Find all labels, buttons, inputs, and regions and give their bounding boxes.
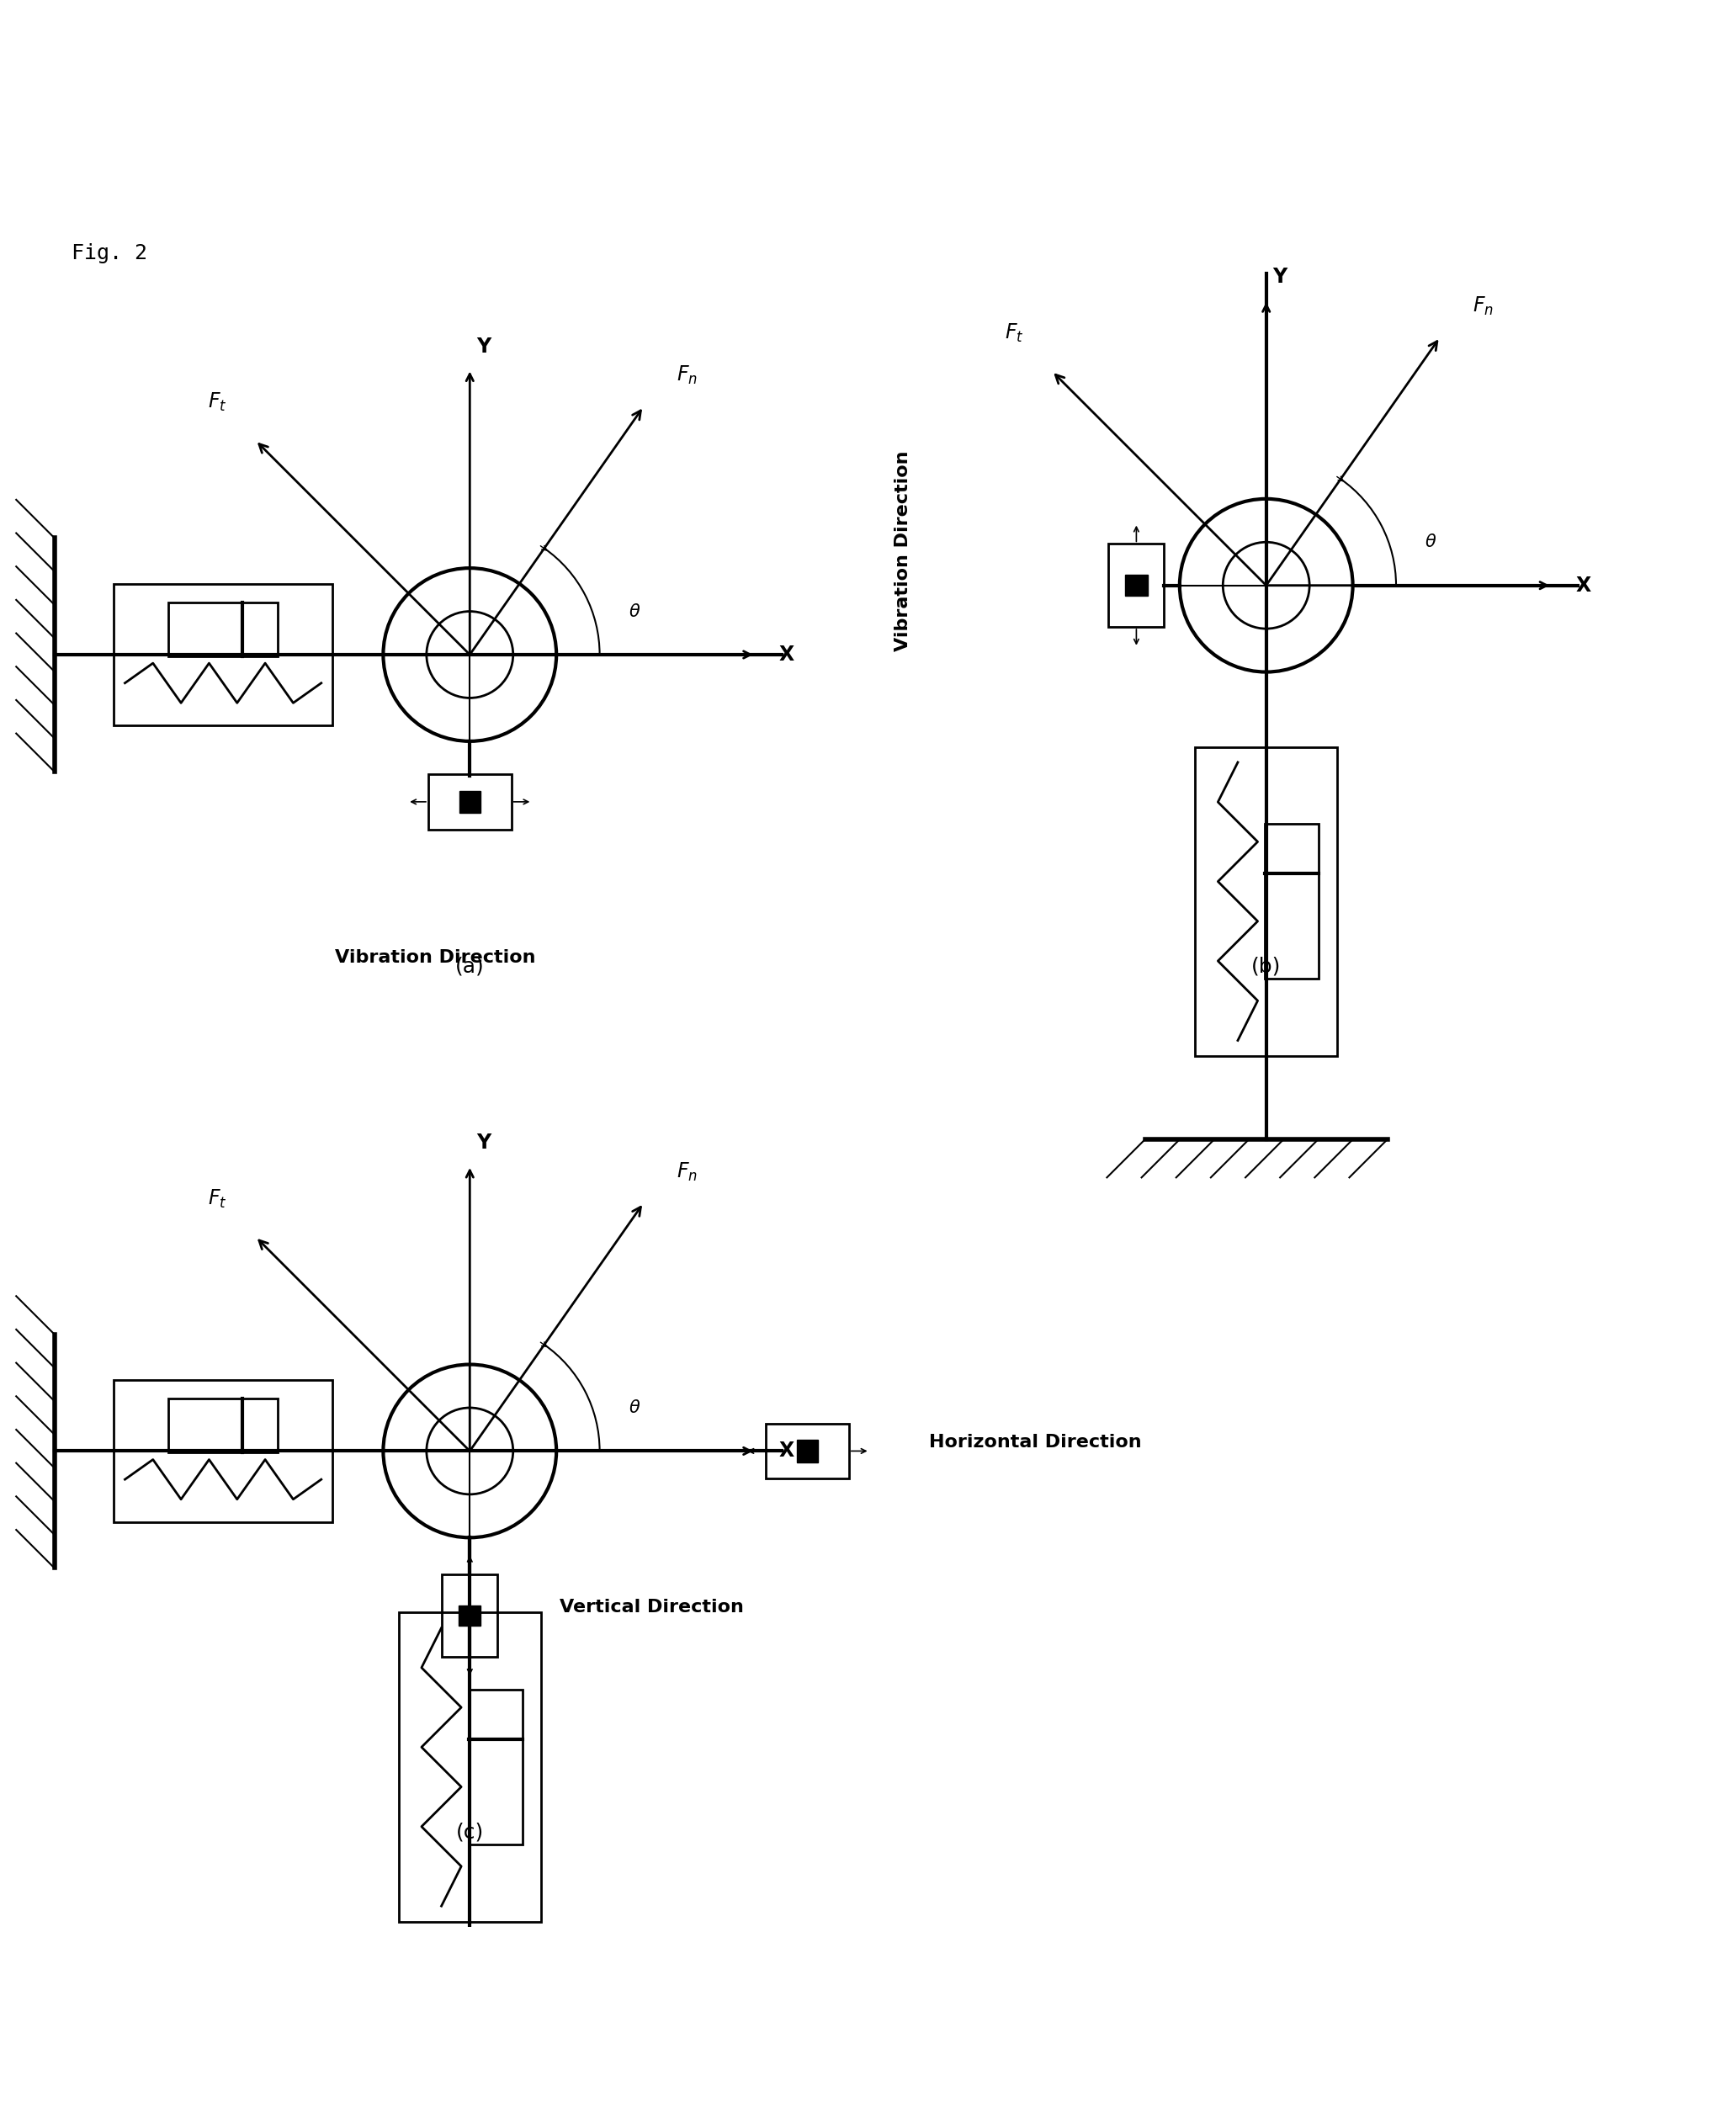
Bar [399, 1613, 542, 1921]
Bar [115, 1380, 332, 1522]
Text: X: X [1575, 575, 1590, 597]
Text: $F_t$: $F_t$ [1005, 323, 1024, 344]
Bar [469, 1690, 523, 1845]
Text: Y: Y [1272, 267, 1288, 287]
Bar [458, 1605, 481, 1626]
Bar [460, 790, 481, 813]
Text: Vibration Direction: Vibration Direction [894, 450, 911, 652]
Circle shape [384, 569, 556, 741]
Text: $F_n$: $F_n$ [677, 1161, 698, 1183]
Circle shape [1180, 499, 1352, 673]
Bar [797, 1439, 818, 1463]
Bar [168, 603, 278, 656]
Bar [168, 1399, 278, 1452]
Text: $F_n$: $F_n$ [677, 365, 698, 386]
Text: X: X [779, 1442, 795, 1461]
Bar [443, 1573, 498, 1658]
Circle shape [384, 1365, 556, 1537]
Text: Y: Y [476, 1134, 491, 1153]
Text: $F_t$: $F_t$ [208, 1187, 227, 1210]
Circle shape [427, 1408, 514, 1495]
Text: $\theta$: $\theta$ [628, 603, 641, 620]
Circle shape [427, 611, 514, 698]
Text: (c): (c) [457, 1822, 484, 1843]
Text: Fig. 2: Fig. 2 [71, 242, 148, 263]
Circle shape [1222, 541, 1309, 628]
Text: Horizontal Direction: Horizontal Direction [929, 1433, 1141, 1450]
Text: $F_n$: $F_n$ [1472, 295, 1493, 316]
Text: (a): (a) [455, 955, 484, 977]
Text: (b): (b) [1252, 955, 1281, 977]
Text: $F_t$: $F_t$ [208, 391, 227, 414]
Bar [1125, 575, 1147, 597]
Text: Vertical Direction: Vertical Direction [559, 1599, 745, 1616]
Bar [115, 584, 332, 726]
Text: Y: Y [476, 335, 491, 357]
Bar [1194, 747, 1337, 1055]
Bar [429, 775, 512, 830]
Text: Vibration Direction: Vibration Direction [335, 949, 535, 966]
Bar [1109, 543, 1165, 626]
Text: $\theta$: $\theta$ [1425, 533, 1437, 550]
Bar [1266, 824, 1319, 979]
Text: $\theta$: $\theta$ [628, 1399, 641, 1416]
Bar [766, 1422, 849, 1480]
Text: X: X [779, 645, 795, 664]
